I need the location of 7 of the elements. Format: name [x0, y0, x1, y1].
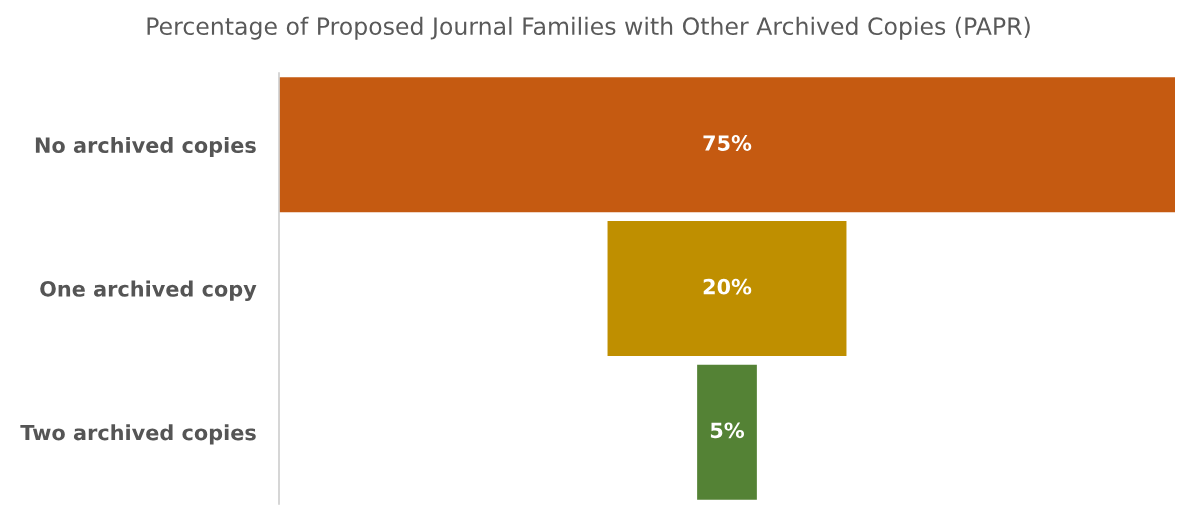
text: Percentage of Proposed Journal Families with Other Archived Copies (PAPR)	[147, 16, 1030, 40]
data-label: 75%	[703, 135, 752, 151]
category-label: One archived copy	[40, 280, 257, 301]
category-label: Two archived copies	[20, 424, 256, 445]
data-label: 5%	[710, 422, 745, 439]
data-label: 20%	[703, 278, 752, 295]
category-label: No archived copies	[35, 136, 256, 158]
